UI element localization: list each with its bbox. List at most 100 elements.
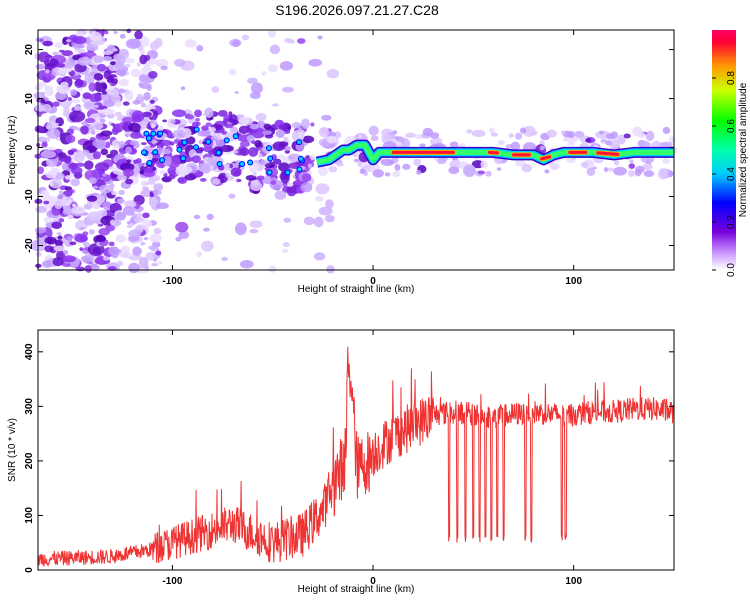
spectrogram-speckle	[271, 103, 280, 107]
spectrogram-speckle	[113, 31, 118, 35]
spectrogram-speckle	[111, 191, 118, 196]
spectrogram-speckle	[150, 144, 156, 148]
colorbar-tick-label: 0.4	[726, 167, 737, 181]
spectrogram-speckle	[52, 101, 60, 107]
spectrogram-speckle	[141, 111, 152, 118]
spectrogram-speckle	[613, 159, 620, 166]
spectrogram-speckle	[211, 178, 221, 185]
spectrogram-speckle	[89, 93, 102, 103]
spectrogram-speckle	[77, 56, 92, 66]
spectrogram-speckle	[118, 189, 125, 196]
spectrogram-speckle	[193, 214, 201, 220]
spectrogram-speckle	[86, 195, 98, 202]
spectrogram-speckle	[261, 71, 267, 76]
spectrogram-speckle	[96, 63, 107, 72]
spectrogram-speckle	[45, 170, 57, 179]
spectrogram-peak	[205, 138, 212, 145]
spectrogram-speckle	[82, 241, 90, 248]
spectrogram-speckle	[75, 266, 86, 272]
spectrogram-peak	[181, 139, 188, 146]
spectrogram-speckle	[229, 163, 234, 169]
spectrogram-speckle	[326, 265, 335, 274]
spectrogram-speckle	[238, 116, 249, 125]
spectrogram-speckle	[221, 256, 228, 261]
spectrogram-speckle	[71, 98, 81, 104]
spectrogram-speckle	[115, 234, 127, 243]
spectrogram-speckle	[466, 129, 473, 134]
spectrogram-speckle	[108, 241, 115, 247]
spectrogram-speckle	[359, 168, 366, 175]
spectrogram-speckle	[187, 114, 194, 120]
spectrogram-speckle	[204, 107, 214, 119]
spectrogram-speckle	[208, 150, 216, 155]
spectrogram-speckle	[54, 172, 65, 180]
spectrogram-speckle	[109, 182, 114, 186]
spectrogram-speckle	[56, 232, 62, 236]
spectrogram-speckle	[489, 127, 495, 134]
spectrogram-speckle	[206, 213, 214, 221]
spectrogram-speckle	[249, 220, 263, 229]
spectrogram-speckle	[95, 194, 106, 204]
spectrogram-speckle	[586, 167, 596, 176]
spectrogram-ytick-label: 20	[24, 44, 35, 56]
spectrogram-speckle	[324, 214, 335, 223]
spectrogram-speckle	[177, 166, 193, 174]
spectrogram-speckle	[219, 144, 234, 153]
spectrogram-speckle	[93, 73, 104, 81]
spectrogram-speckle	[480, 160, 488, 169]
spectrogram-peak	[266, 169, 273, 176]
spectrogram-speckle	[102, 200, 112, 211]
spectrogram-speckle	[149, 233, 162, 243]
spectrogram-speckle	[142, 212, 150, 219]
spectrogram-peak	[140, 149, 147, 156]
spectrogram-speckle	[236, 179, 242, 183]
spectrogram-speckle	[241, 34, 250, 41]
spectrogram-peak	[296, 166, 303, 173]
spectrogram-speckle	[110, 78, 118, 84]
spectrogram-speckle	[153, 227, 162, 235]
colorbar-tick-label: 0.2	[726, 215, 737, 229]
spectrogram-speckle	[111, 122, 116, 127]
spectrogram-peak	[145, 135, 152, 142]
spectrogram-speckle	[40, 92, 45, 96]
spectrogram-peak	[216, 160, 223, 167]
spectrogram-speckle	[318, 126, 330, 138]
spectrogram-speckle	[134, 30, 143, 40]
spectrogram-speckle	[628, 163, 635, 170]
spectrogram-speckle	[605, 133, 615, 140]
spectrogram-speckle	[317, 35, 323, 40]
spectrogram-speckle	[89, 31, 102, 42]
spectrogram-speckle	[246, 135, 255, 142]
spectrogram-speckle	[37, 166, 45, 175]
spectrogram-speckle	[278, 124, 288, 131]
spectrogram-speckle	[298, 127, 302, 133]
spectrogram-speckle	[148, 70, 158, 79]
spectrogram-speckle	[530, 130, 538, 136]
spectrogram-speckle	[325, 199, 334, 209]
spectrogram-speckle	[419, 143, 426, 148]
spectrogram-speckle	[167, 166, 178, 175]
spectrogram-speckle	[126, 159, 132, 163]
spectrogram-speckle	[152, 189, 159, 195]
spectrogram-speckle	[178, 230, 190, 240]
spectrogram-speckle	[662, 158, 671, 164]
spectrogram-frame	[37, 29, 675, 271]
spectrogram-speckle	[67, 97, 72, 101]
spectrogram-speckle	[177, 177, 185, 183]
spectrogram-speckle	[169, 141, 175, 146]
spectrogram-speckle	[73, 36, 87, 45]
spectrogram-speckle	[357, 160, 363, 168]
spectrogram-speckle	[118, 251, 133, 259]
spectrogram-speckle	[283, 128, 291, 134]
spectrogram-speckle	[98, 184, 114, 193]
spectrogram-speckle	[313, 216, 324, 228]
spectrogram-speckle	[205, 122, 212, 127]
spectrogram-speckle	[283, 136, 289, 142]
spectrogram-speckle	[118, 78, 130, 87]
spectrogram-speckle	[103, 70, 112, 80]
spectrogram-ridge	[315, 139, 674, 168]
spectrogram-speckle	[255, 112, 267, 122]
spectrogram-speckle	[67, 149, 75, 155]
